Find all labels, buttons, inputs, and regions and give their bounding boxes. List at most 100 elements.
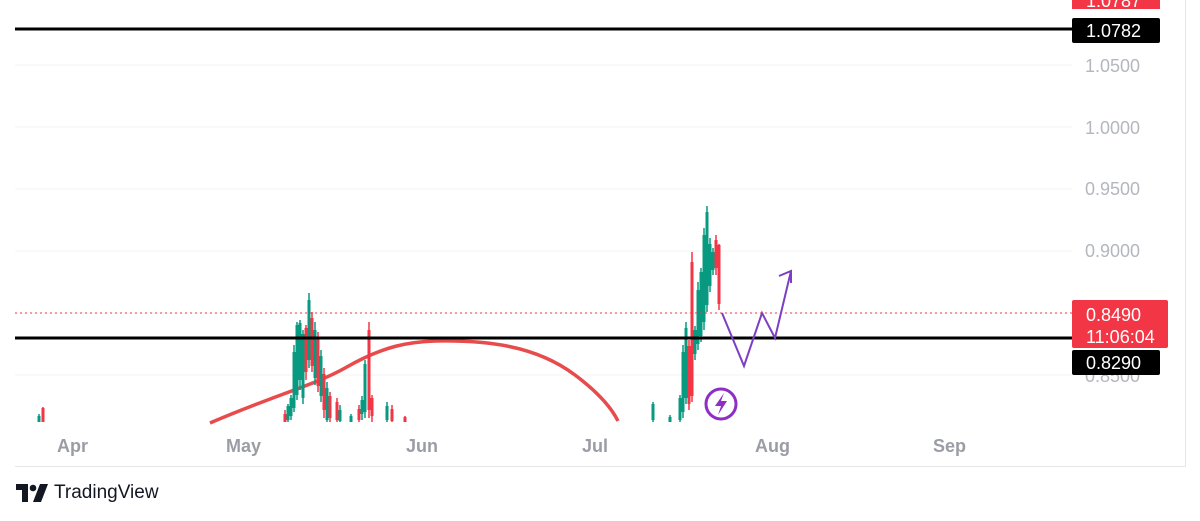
- candle-down: [717, 244, 721, 310]
- candle-down: [370, 395, 374, 422]
- candle-up: [37, 414, 41, 422]
- candle-up: [292, 345, 296, 412]
- clipped-price-label: 1.0787: [1086, 0, 1141, 11]
- candle-up: [684, 322, 688, 404]
- candle-up: [360, 396, 364, 420]
- candle-body: [367, 330, 371, 410]
- lightning-alert-icon[interactable]: [704, 387, 738, 421]
- y-tick-label: 0.9500: [1085, 179, 1140, 199]
- chart-frame[interactable]: 1.0500 1.0000 0.9500 0.9000 0.8500 1.078…: [15, 0, 1186, 467]
- candle-up: [699, 268, 703, 342]
- candle-body: [708, 244, 712, 286]
- x-tick-label: Jul: [582, 436, 608, 456]
- candle-up: [325, 382, 329, 422]
- clipped-price-tag: 1.0787: [1072, 0, 1160, 11]
- resistance-price-label: 1.0782: [1086, 21, 1141, 41]
- candle-body: [693, 330, 697, 354]
- candle-body: [699, 272, 703, 336]
- candle-up: [319, 350, 323, 402]
- projection-arrow-path[interactable]: [721, 270, 792, 369]
- candle-up: [363, 360, 367, 418]
- candles-layer: [37, 206, 721, 422]
- candle-down: [335, 398, 339, 422]
- y-tick-label: 1.0000: [1085, 118, 1140, 138]
- x-tick-label: Sep: [933, 436, 966, 456]
- candle-down: [322, 368, 326, 418]
- current-price-label: 0.8490: [1086, 305, 1141, 325]
- candle-up: [711, 248, 715, 275]
- tradingview-logo-icon: [16, 484, 48, 502]
- candle-body: [41, 408, 45, 422]
- candle-up: [668, 415, 672, 422]
- candle-body: [319, 356, 323, 396]
- candle-body: [702, 235, 706, 322]
- candle-up: [681, 345, 685, 418]
- candle-body: [711, 252, 715, 270]
- candle-body: [316, 338, 320, 386]
- grid: [15, 64, 1072, 376]
- footer: TradingView: [16, 480, 159, 506]
- moving-average-line: [209, 339, 620, 425]
- candle-down: [367, 322, 371, 418]
- candle-body: [390, 409, 394, 421]
- candle-body: [651, 404, 655, 420]
- candle-down: [403, 416, 407, 422]
- candle-body: [678, 398, 682, 420]
- candle-body: [283, 414, 287, 422]
- candle-down: [316, 332, 320, 392]
- candle-up: [286, 404, 290, 422]
- support-price-tag: 0.8290: [1072, 350, 1160, 375]
- candle-up: [678, 395, 682, 422]
- candle-body: [301, 334, 305, 398]
- candle-down: [310, 312, 314, 372]
- brand-name: TradingView: [54, 482, 159, 503]
- candle-body: [668, 417, 672, 422]
- candle-body: [696, 290, 700, 344]
- candle-up: [349, 414, 353, 422]
- candle-body: [289, 398, 293, 416]
- candle-body: [357, 409, 361, 420]
- candle-body: [690, 262, 694, 396]
- candle-body: [304, 328, 308, 372]
- candle-down: [714, 235, 718, 275]
- candle-down: [41, 407, 45, 422]
- x-tick-label: Jun: [406, 436, 438, 456]
- candle-body: [310, 318, 314, 366]
- candle-body: [313, 330, 317, 378]
- candle-up: [289, 395, 293, 420]
- candle-down: [390, 405, 394, 422]
- candle-up: [385, 402, 389, 422]
- candle-up: [301, 330, 305, 404]
- candle-down: [328, 392, 332, 422]
- candle-body: [370, 398, 374, 416]
- candle-up: [693, 326, 697, 360]
- candle-body: [385, 406, 389, 420]
- projection-arrowhead: [778, 269, 792, 283]
- candle-body: [292, 352, 296, 408]
- candle-up: [705, 206, 709, 312]
- y-tick-label: 0.9000: [1085, 241, 1140, 261]
- candle-body: [684, 328, 688, 398]
- candle-body: [322, 374, 326, 410]
- candle-up: [702, 228, 706, 330]
- candle-body: [298, 323, 302, 380]
- candle-body: [705, 212, 709, 305]
- candle-up: [696, 282, 700, 350]
- x-tick-label: May: [226, 436, 261, 456]
- resistance-price-tag: 1.0782: [1072, 18, 1160, 43]
- x-tick-label: Apr: [57, 436, 88, 456]
- candle-body: [717, 245, 721, 304]
- candle-body: [328, 396, 332, 418]
- x-tick-label: Aug: [755, 436, 790, 456]
- candle-up: [338, 405, 342, 422]
- candle-body: [286, 406, 290, 420]
- candle-body: [307, 300, 311, 360]
- x-axis: Apr May Jun Jul Aug Sep: [57, 436, 966, 456]
- price-chart[interactable]: 1.0500 1.0000 0.9500 0.9000 0.8500 1.078…: [15, 0, 1200, 466]
- candle-body: [714, 240, 718, 268]
- candle-body: [325, 388, 329, 420]
- candle-body: [37, 416, 41, 422]
- candle-up: [651, 402, 655, 422]
- candle-body: [338, 410, 342, 421]
- candle-body: [363, 364, 367, 412]
